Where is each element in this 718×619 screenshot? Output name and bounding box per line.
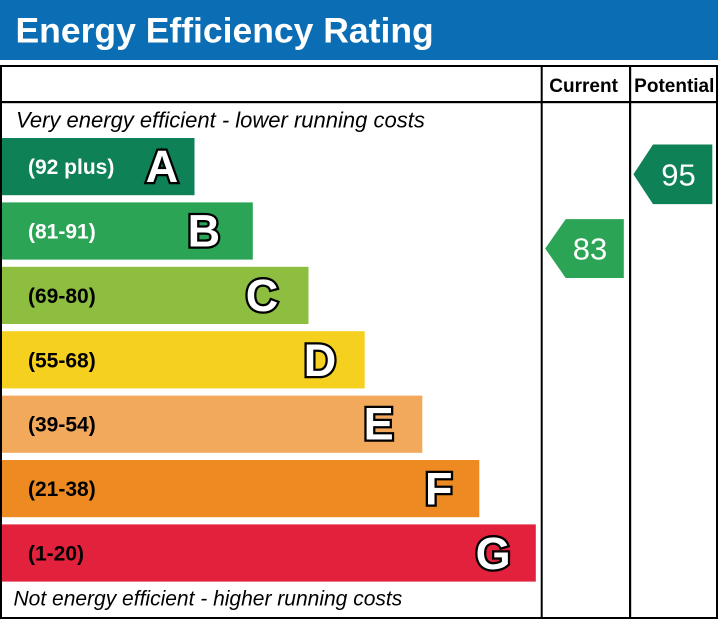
svg-text:B: B [188, 205, 221, 256]
svg-text:Very energy efficient - lower: Very energy efficient - lower running co… [16, 108, 425, 133]
svg-text:E: E [364, 398, 394, 449]
svg-text:F: F [425, 464, 453, 515]
svg-text:(69-80): (69-80) [28, 285, 96, 308]
svg-text:Current: Current [549, 76, 618, 97]
svg-text:(21-38): (21-38) [28, 478, 96, 501]
svg-text:C: C [246, 270, 279, 321]
svg-text:(55-68): (55-68) [28, 349, 96, 372]
svg-text:95: 95 [661, 157, 695, 192]
svg-text:(81-91): (81-91) [28, 221, 96, 244]
svg-text:G: G [476, 528, 511, 579]
svg-text:Not energy efficient - higher: Not energy efficient - higher running co… [14, 588, 403, 611]
svg-text:A: A [146, 141, 179, 192]
svg-text:Potential: Potential [634, 76, 714, 97]
svg-text:(39-54): (39-54) [28, 414, 96, 437]
svg-text:(92 plus): (92 plus) [28, 156, 114, 179]
svg-text:D: D [304, 335, 337, 386]
svg-text:83: 83 [573, 232, 607, 267]
svg-text:Energy Efficiency Rating: Energy Efficiency Rating [16, 11, 434, 51]
svg-text:(1-20): (1-20) [28, 543, 84, 566]
